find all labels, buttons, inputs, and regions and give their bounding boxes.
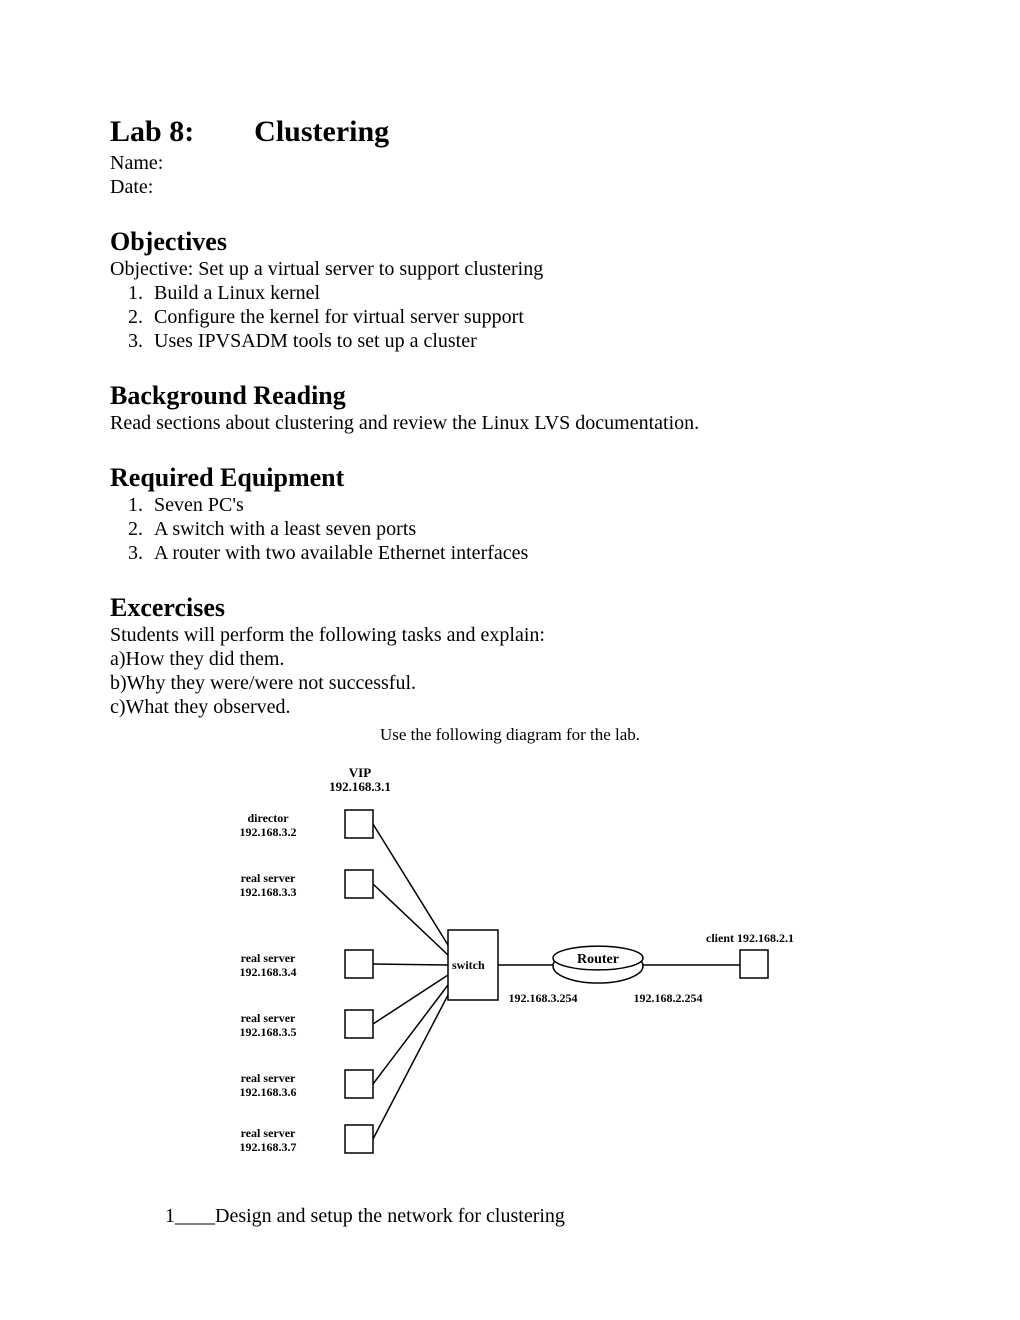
exercises-point-b: b)Why they were/were not successful. xyxy=(110,671,910,695)
svg-text:switch: switch xyxy=(452,958,485,972)
objectives-heading: Objectives xyxy=(110,227,910,257)
task-text: Design and setup the network for cluster… xyxy=(215,1205,565,1227)
svg-text:real server: real server xyxy=(241,871,296,885)
equipment-list: Seven PC's A switch with a least seven p… xyxy=(110,493,910,565)
diagram-svg: VIP192.168.3.1 director192.168.3.2 real se… xyxy=(190,755,830,1175)
svg-text:192.168.3.2: 192.168.3.2 xyxy=(240,825,297,839)
equipment-heading: Required Equipment xyxy=(110,463,910,493)
svg-text:real server: real server xyxy=(241,1126,296,1140)
task-number: 1 xyxy=(165,1205,175,1227)
exercises-intro: Students will perform the following task… xyxy=(110,623,910,647)
svg-text:real server: real server xyxy=(241,951,296,965)
svg-text:client 192.168.2.1: client 192.168.2.1 xyxy=(706,931,794,945)
list-item: Seven PC's xyxy=(148,493,910,517)
svg-text:192.168.2.254: 192.168.2.254 xyxy=(634,991,703,1005)
svg-text:VIP: VIP xyxy=(349,765,371,780)
task-blank: ____ xyxy=(175,1205,215,1227)
svg-text:192.168.3.3: 192.168.3.3 xyxy=(240,885,297,899)
list-item: Configure the kernel for virtual server … xyxy=(148,305,910,329)
background-heading: Background Reading xyxy=(110,381,910,411)
name-label: Name: xyxy=(110,151,910,175)
objectives-list: Build a Linux kernel Configure the kerne… xyxy=(110,281,910,353)
list-item: Build a Linux kernel xyxy=(148,281,910,305)
svg-text:192.168.3.6: 192.168.3.6 xyxy=(240,1085,297,1099)
date-label: Date: xyxy=(110,175,910,199)
svg-text:192.168.3.7: 192.168.3.7 xyxy=(240,1140,297,1154)
svg-text:real server: real server xyxy=(241,1071,296,1085)
exercises-point-a: a)How they did them. xyxy=(110,647,910,671)
list-item: A router with two available Ethernet int… xyxy=(148,541,910,565)
svg-text:192.168.3.254: 192.168.3.254 xyxy=(509,991,578,1005)
page-title: Lab 8: Clustering xyxy=(110,115,910,149)
background-text: Read sections about clustering and revie… xyxy=(110,411,910,435)
svg-text:192.168.3.5: 192.168.3.5 xyxy=(240,1025,297,1039)
task-line: 1____Design and setup the network for cl… xyxy=(110,1205,910,1228)
objectives-intro: Objective: Set up a virtual server to su… xyxy=(110,257,910,281)
svg-text:Router: Router xyxy=(577,952,619,967)
svg-text:director: director xyxy=(247,811,289,825)
list-item: A switch with a least seven ports xyxy=(148,517,910,541)
diagram-caption: Use the following diagram for the lab. xyxy=(110,725,910,745)
list-item: Uses IPVSADM tools to set up a cluster xyxy=(148,329,910,353)
network-diagram: VIP192.168.3.1 director192.168.3.2 real se… xyxy=(190,755,830,1175)
svg-text:192.168.3.1: 192.168.3.1 xyxy=(329,779,391,794)
svg-text:real server: real server xyxy=(241,1011,296,1025)
exercises-heading: Excercises xyxy=(110,593,910,623)
svg-text:192.168.3.4: 192.168.3.4 xyxy=(240,965,297,979)
exercises-point-c: c)What they observed. xyxy=(110,695,910,719)
